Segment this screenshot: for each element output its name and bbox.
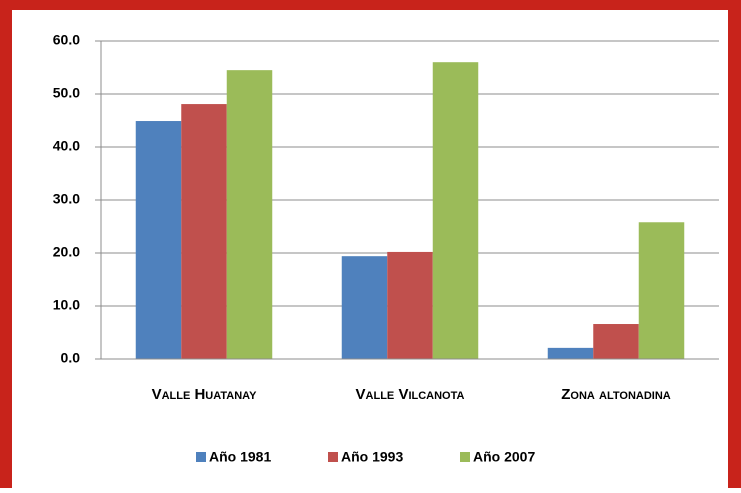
y-tick-label: 40.0 [53,138,80,154]
x-tick-label: Valle Huatanay [152,386,258,403]
bar [593,324,639,359]
y-tick-label: 0.0 [61,350,81,366]
bar [547,347,594,359]
x-tick-label: Valle Vilcanota [356,386,465,403]
legend-label: Año 2007 [473,449,535,465]
y-tick-label: 50.0 [53,85,80,101]
bar [341,256,388,359]
legend-swatch [460,452,470,462]
legend-label: Año 1981 [209,449,271,465]
chart-area [12,10,728,488]
y-tick-label: 20.0 [53,244,80,260]
y-tick-label: 60.0 [53,32,80,48]
bar [181,104,227,359]
legend-swatch [196,452,206,462]
x-tick-label: Zona altonadina [561,386,671,403]
bar [387,251,433,359]
legend-swatch [328,452,338,462]
bar [226,70,273,360]
y-tick-label: 30.0 [53,191,80,207]
legend-label: Año 1993 [341,449,403,465]
bar [638,222,685,359]
bar [135,121,182,359]
bar [432,62,479,359]
y-tick-label: 10.0 [53,297,80,313]
